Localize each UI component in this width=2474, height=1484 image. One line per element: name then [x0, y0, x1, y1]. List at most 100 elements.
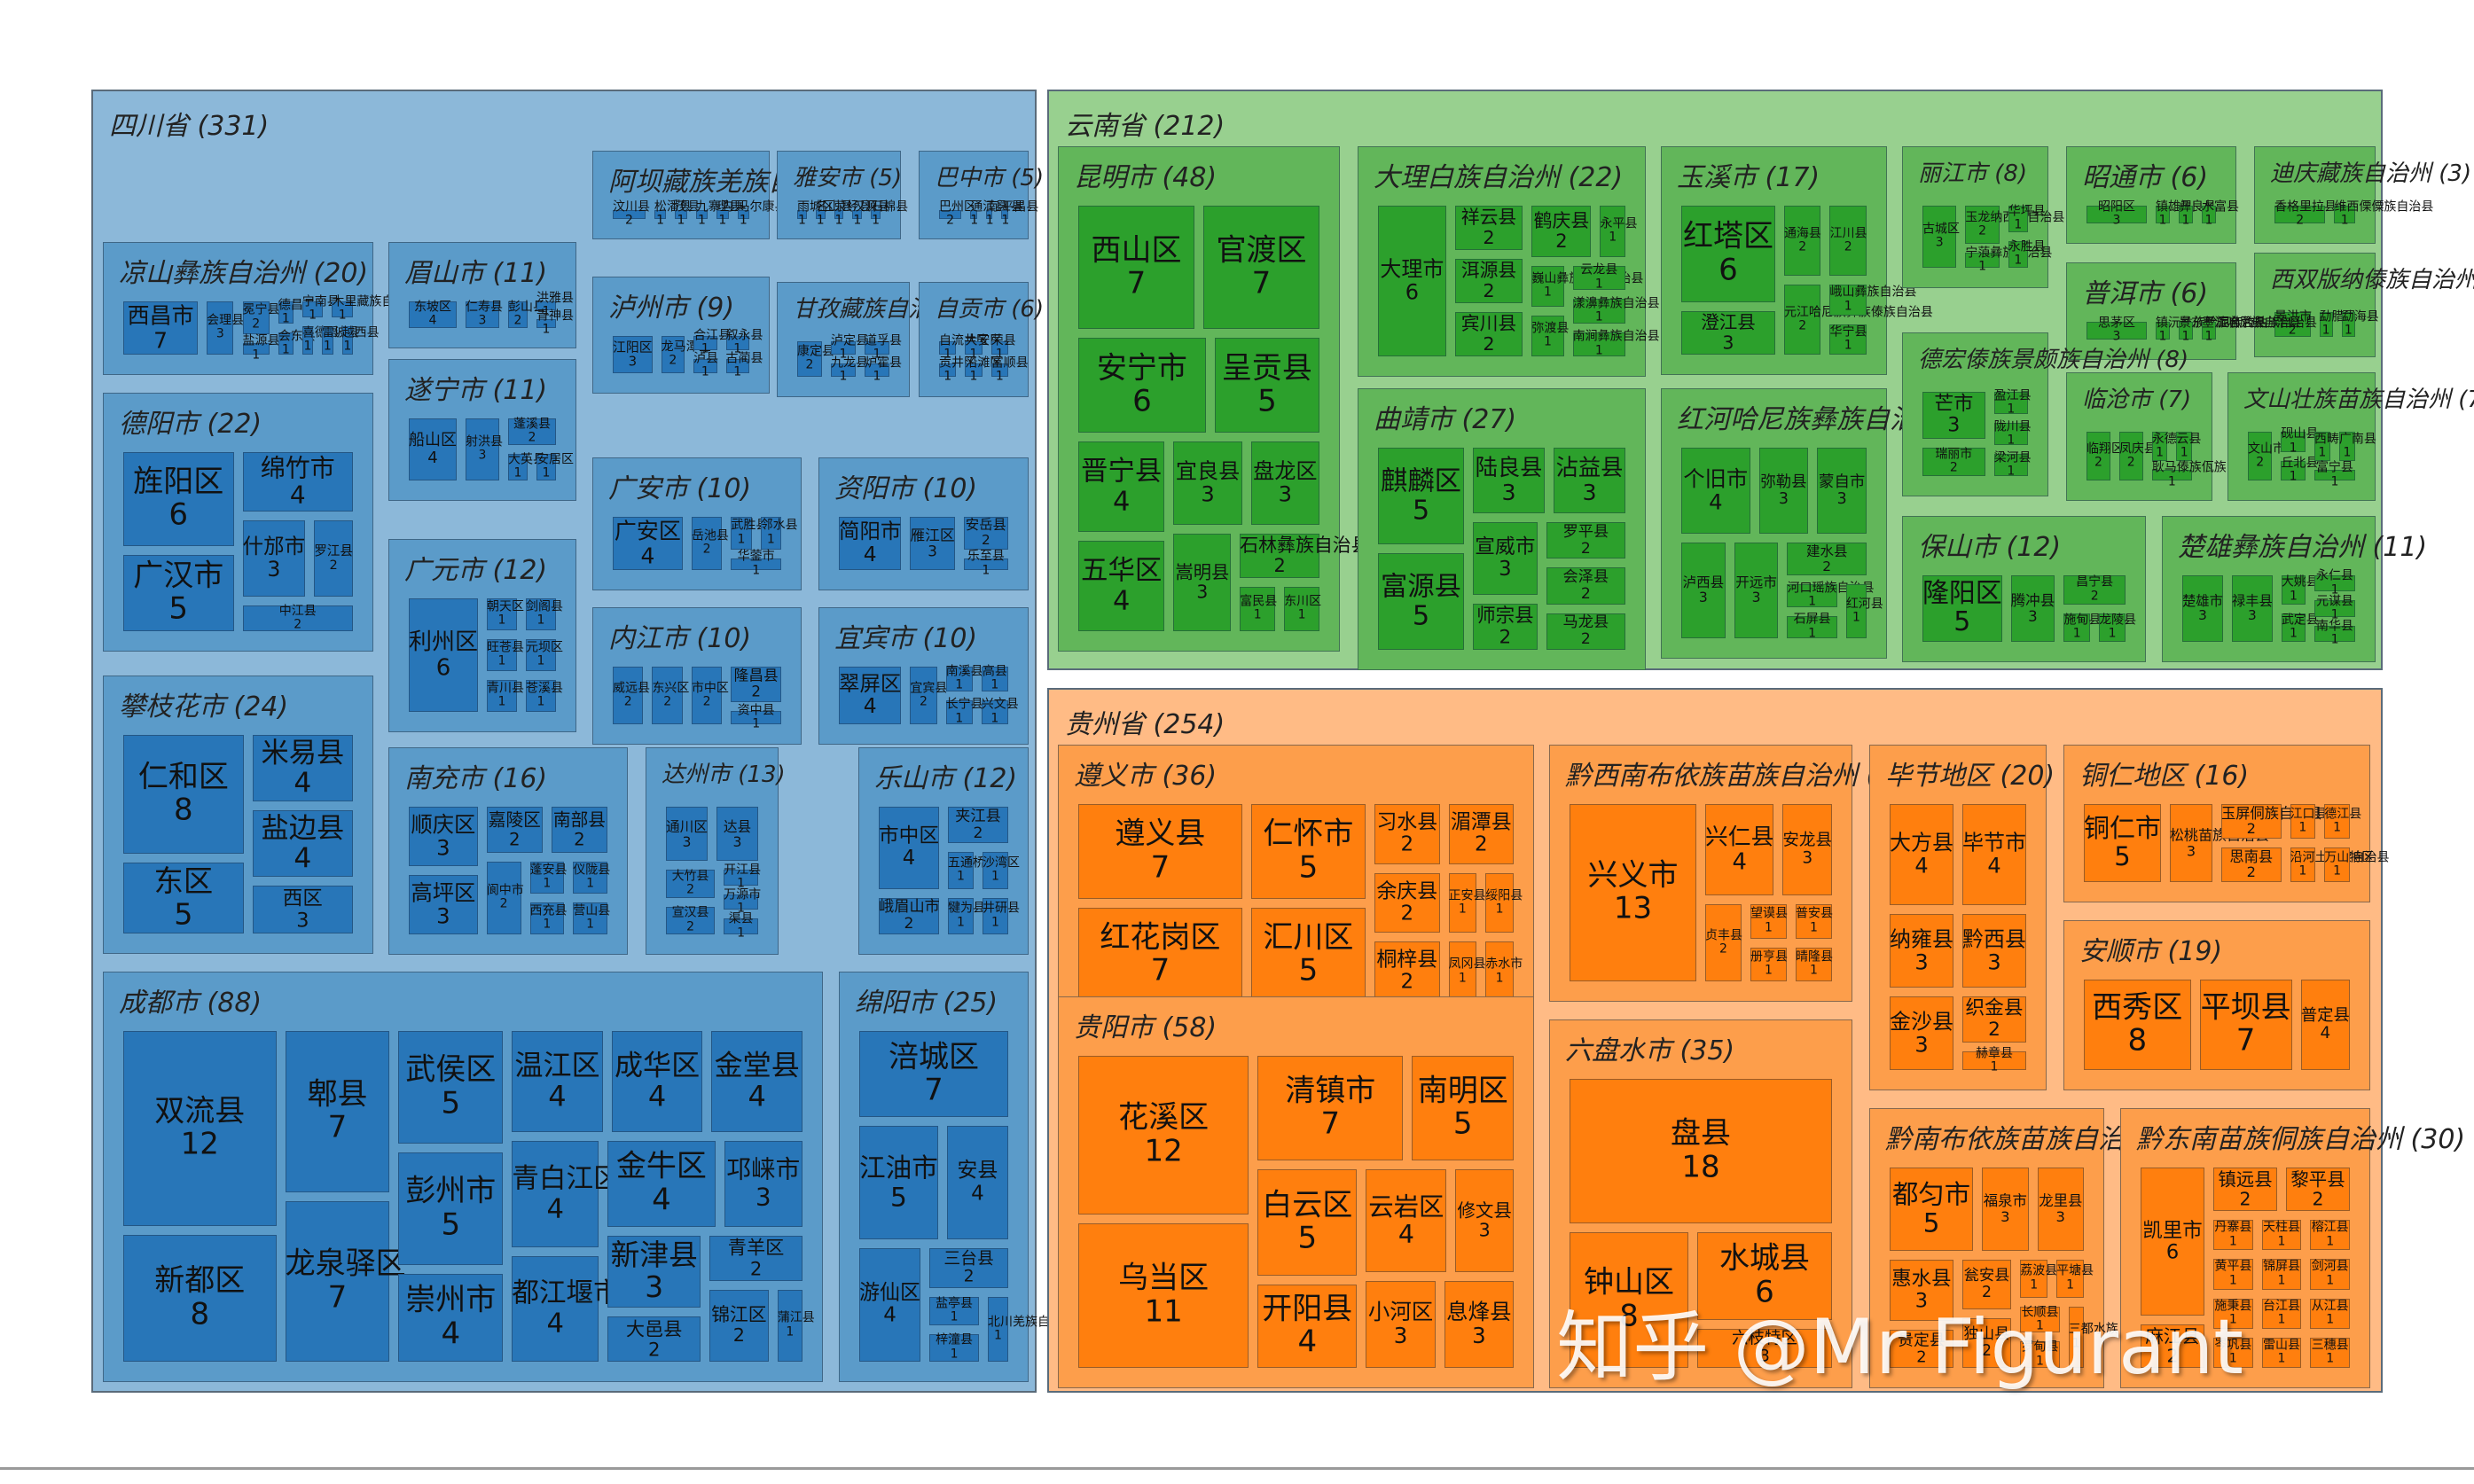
county-block [946, 1126, 1008, 1240]
county-block [466, 301, 499, 328]
city-block [777, 151, 901, 239]
county-label: 蒲江县 1 [777, 1310, 815, 1340]
county-block [2084, 804, 2161, 882]
county-label: 广汉市 5 [133, 558, 224, 627]
county-label: 织金县 2 [1965, 997, 2024, 1041]
county-label: 五通桥区 1 [948, 855, 998, 884]
city-block [592, 151, 770, 239]
county-label: 兴义市 13 [1587, 857, 1679, 926]
county-block [871, 210, 881, 219]
county-label: 松潘县1 [654, 200, 692, 228]
county-label: 芒市 3 [1934, 393, 1974, 437]
county-block [1783, 206, 1821, 276]
county-block [2151, 432, 2168, 462]
county-label: 盐边县 4 [261, 812, 345, 875]
county-label: 平昌县1 [1001, 200, 1038, 228]
county-label: 富源县 5 [1381, 571, 1461, 632]
county-block [2141, 1168, 2204, 1316]
city-label: 成都市 (88) [119, 988, 262, 1019]
county-label: 独山县 2 [1963, 1324, 2010, 1360]
county-block [1734, 543, 1779, 638]
county-label: 船山区 4 [409, 431, 457, 467]
county-block [2008, 206, 2028, 232]
city-label: 广元市 (12) [404, 555, 548, 586]
county-label: 元坝区 1 [526, 640, 563, 668]
county-label: 武胜县 1 [731, 518, 769, 547]
county-label: 仁和区 8 [137, 759, 229, 828]
county-label: 沾益县 3 [1555, 455, 1624, 505]
county-block [613, 517, 683, 570]
county-label: 朝天区 1 [487, 599, 524, 628]
county-label: 麒麟区 5 [1381, 465, 1461, 527]
county-label: 金沙县 3 [1890, 1009, 1953, 1058]
county-block [879, 897, 939, 934]
county-block [1890, 1330, 1953, 1368]
county-block [1890, 914, 1953, 988]
county-label: 松桃苗族自治县3 [2170, 827, 2269, 859]
county-label: 鹤庆县 2 [1533, 209, 1590, 252]
county-label: 马龙县 2 [1562, 613, 1609, 649]
county-label: 临翔区 2 [2086, 441, 2124, 470]
city-label: 自贡市 (6) [935, 296, 1045, 323]
county-label: 雷山县 1 [2262, 1338, 2300, 1366]
city-label: 资阳市 (10) [834, 473, 978, 504]
county-block [252, 886, 353, 933]
county-label: 罗平县 2 [1562, 522, 1609, 558]
county-label: 江油市 5 [859, 1152, 938, 1213]
county-label: 龙马潭区2 [662, 340, 711, 368]
county-block [2314, 432, 2330, 462]
county-label: 安龙县 3 [1782, 831, 1832, 868]
county-label: 大理市 6 [1380, 256, 1444, 305]
county-block [1845, 584, 1867, 638]
county-block [1001, 210, 1008, 219]
county-label: 石林彝族自治县 2 [1240, 534, 1370, 576]
county-label: 维西傈僳族自治县 1 [2334, 199, 2434, 228]
county-block [2274, 312, 2311, 337]
county-label: 普安县 1 [1796, 906, 1833, 935]
county-block [573, 861, 607, 894]
county-block [2063, 613, 2091, 642]
county-block [2099, 613, 2126, 642]
county-label: 汶川县 2 [613, 199, 650, 228]
county-block [526, 639, 556, 671]
city-label: 乐山市 (12) [874, 763, 1018, 794]
county-label: 永德县1 [2152, 432, 2189, 460]
county-label: 纳雍县 3 [1890, 926, 1953, 975]
county-label: 夹江县 2 [955, 807, 1001, 842]
city-label: 大理白族自治州 (22) [1374, 162, 1624, 193]
county-label: 宜宾县 2 [910, 681, 948, 709]
county-label: 青白江区 4 [512, 1163, 621, 1224]
county-label: 陆良县 3 [1475, 455, 1543, 505]
county-block [529, 861, 565, 894]
county-label: 丘北县 1 [2281, 456, 2319, 484]
county-block [737, 210, 749, 219]
county-block [834, 210, 844, 219]
county-block [607, 1316, 701, 1362]
county-label: 南涧彝族自治县 1 [1572, 329, 1660, 358]
city-label: 安顺市 (19) [2079, 936, 2223, 967]
county-label: 游仙区 4 [859, 1281, 921, 1328]
province-label: 四川省 (331) [109, 111, 270, 142]
county-label: 康定县 2 [797, 344, 834, 372]
county-label: 黄平县 1 [2214, 1259, 2252, 1288]
county-block [731, 517, 752, 550]
county-block [2334, 206, 2355, 223]
province-label: 云南省 (212) [1065, 111, 1225, 142]
city-label: 黔东南苗族侗族自治州 (30) [2136, 1124, 2466, 1155]
county-block [1366, 1280, 1436, 1368]
county-block [2281, 432, 2306, 452]
county-block [865, 363, 889, 377]
county-label: 巍山彝族回族自治县1 [1531, 271, 1643, 300]
county-label: 锦江区 2 [711, 1304, 767, 1347]
city-label: 铜仁地区 (16) [2079, 761, 2250, 792]
county-block [1758, 448, 1809, 535]
county-block [398, 1273, 504, 1362]
county-block [965, 341, 983, 355]
county-block [398, 1152, 504, 1265]
county-label: 罗江县 2 [314, 543, 353, 574]
county-block [2324, 804, 2350, 839]
city-label: 遂宁市 (11) [404, 375, 548, 406]
county-block [1531, 265, 1564, 307]
county-label: 富宁县 1 [2315, 460, 2353, 489]
